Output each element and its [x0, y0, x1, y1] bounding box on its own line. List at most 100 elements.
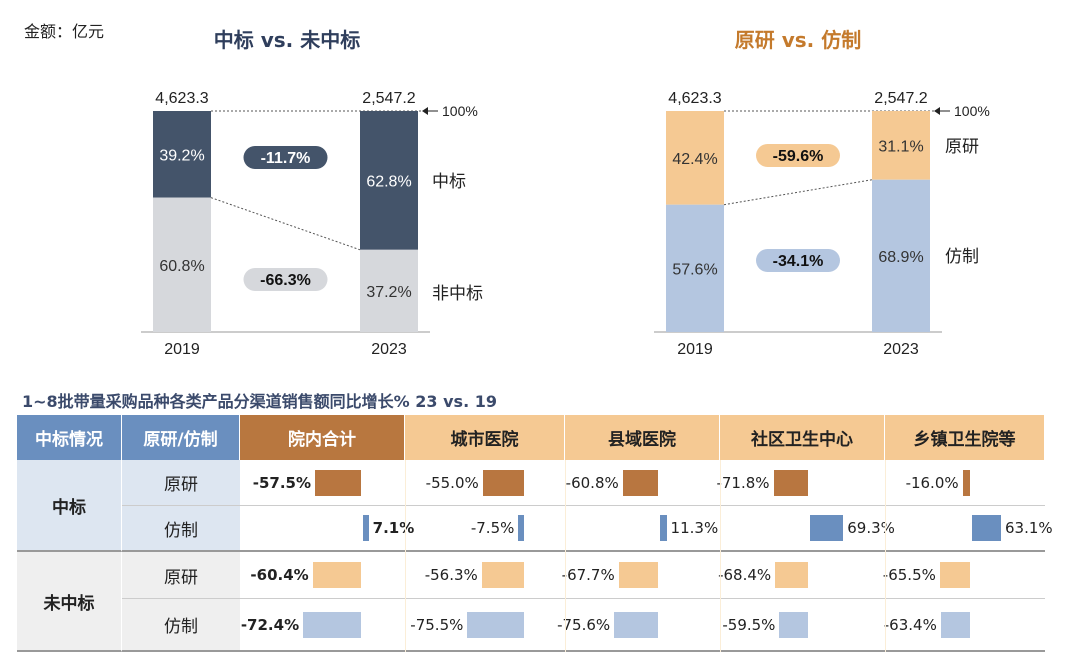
value-label: -59.5% — [722, 615, 776, 634]
value-label: -68.4% — [718, 566, 772, 584]
data-bar — [775, 562, 808, 588]
year-label: 2023 — [883, 341, 919, 358]
value-label: 63.1% — [1005, 519, 1053, 537]
total-label: 4,623.3 — [668, 90, 721, 107]
bar-segment-中标-2019 — [153, 111, 211, 198]
reference-label: 100% — [954, 103, 990, 119]
data-bar — [303, 611, 361, 638]
value-label: -75.6% — [557, 615, 611, 634]
row-type-仿制: 仿制 — [122, 506, 240, 552]
segment-label: 37.2% — [366, 284, 411, 301]
group-未中标: 未中标 — [17, 552, 122, 652]
row-type-原研: 原研 — [122, 552, 240, 599]
change-pill-非中标 — [243, 268, 328, 291]
change-pill-中标 — [243, 146, 328, 169]
data-bar — [614, 611, 658, 638]
right-chart-title: 原研 vs. 仿制 — [734, 28, 862, 52]
data-bar — [518, 515, 524, 541]
change-label: -11.7% — [261, 150, 311, 167]
value-label: -55.0% — [425, 473, 479, 492]
header-原研/仿制: 原研/仿制 — [122, 415, 240, 460]
change-label: -34.1% — [773, 253, 824, 270]
value-label: -67.7% — [561, 566, 615, 584]
value-label: -65.5% — [882, 566, 936, 584]
bar-segment-仿制-2023 — [872, 179, 930, 332]
data-bar — [481, 562, 524, 588]
data-bar — [467, 611, 524, 638]
value-label: -16.0% — [905, 473, 959, 492]
header-乡镇卫生院等: 乡镇卫生院等 — [885, 415, 1045, 460]
segment-label: 68.9% — [878, 249, 923, 266]
data-bar — [660, 515, 667, 541]
row-type-仿制: 仿制 — [122, 599, 240, 652]
column-divider — [405, 460, 406, 652]
value-label: -56.3% — [424, 566, 478, 584]
row-type-原研: 原研 — [122, 460, 240, 506]
group-中标: 中标 — [17, 460, 122, 552]
bar-segment-原研-2019 — [666, 111, 724, 205]
segment-label: 39.2% — [159, 147, 204, 164]
value-label: 7.1% — [372, 519, 415, 537]
bar-segment-仿制-2019 — [666, 204, 724, 332]
header-城市医院: 城市医院 — [405, 415, 565, 460]
stacked-bar-charts: 100% 39.2% 60.8% 4,623.3 2019 62.8% 37.2% 2,547… — [141, 90, 990, 358]
column-divider — [565, 460, 566, 652]
series-label: 仿制 — [945, 247, 979, 266]
value-label: -60.4% — [250, 566, 309, 584]
column-divider — [720, 460, 721, 652]
data-bar — [940, 611, 970, 638]
reference-label: 100% — [442, 103, 478, 119]
series-label: 非中标 — [432, 284, 483, 303]
segment-label: 62.8% — [366, 173, 411, 190]
value-label: 11.3% — [670, 519, 719, 537]
bar-segment-原研-2023 — [872, 111, 930, 180]
value-label: -72.4% — [240, 615, 300, 634]
segment-label: 57.6% — [672, 261, 717, 278]
data-bar — [972, 515, 1002, 541]
value-label: -60.8% — [565, 473, 619, 492]
data-bar — [363, 515, 369, 541]
bar-segment-非中标-2019 — [153, 197, 211, 332]
bar-segment-非中标-2023 — [360, 249, 418, 332]
table-row: -57.5% -55.0% -60.8% -71.8% -16.0% — [240, 460, 1045, 506]
bar-segment-中标-2023 — [360, 111, 418, 250]
year-label: 2023 — [371, 341, 407, 358]
data-bar — [618, 562, 658, 588]
value-label: 69.3% — [847, 519, 895, 537]
value-label: -7.5% — [470, 519, 515, 537]
change-label: -59.6% — [773, 148, 824, 165]
total-label: 4,623.3 — [155, 90, 208, 107]
value-label: -75.5% — [410, 615, 464, 634]
segment-label: 42.4% — [672, 151, 717, 168]
total-label: 2,547.2 — [362, 90, 415, 107]
segment-label: 31.1% — [878, 138, 923, 155]
data-bar — [312, 562, 361, 588]
header-院内合计: 院内合计 — [240, 415, 405, 460]
table-title: 1~8批带量采购品种各类产品分渠道销售额同比增长% 23 vs. 19 — [22, 392, 497, 411]
change-pill-原研 — [756, 144, 840, 167]
column-divider — [885, 460, 886, 652]
header-县域医院: 县域医院 — [565, 415, 720, 460]
data-bar — [315, 469, 361, 496]
data-bar — [622, 469, 658, 496]
header-社区卫生中心: 社区卫生中心 — [720, 415, 885, 460]
data-bar — [962, 469, 970, 496]
series-label: 原研 — [945, 137, 979, 156]
year-label: 2019 — [164, 341, 200, 358]
left-chart-title: 中标 vs. 未中标 — [213, 28, 361, 52]
data-bar — [482, 469, 524, 496]
year-label: 2019 — [677, 341, 713, 358]
data-bar — [779, 611, 808, 638]
table-row: -72.4% -75.5% -75.6% -59.5% -63.4% — [240, 599, 1045, 652]
total-label: 2,547.2 — [874, 90, 927, 107]
value-label: -71.8% — [716, 473, 770, 492]
change-pill-仿制 — [756, 249, 840, 272]
data-bar — [810, 515, 844, 541]
connector-line — [723, 179, 873, 206]
value-label: -63.4% — [883, 615, 937, 634]
value-label: -57.5% — [252, 473, 311, 492]
data-bar — [773, 469, 808, 496]
change-label: -66.3% — [260, 272, 311, 289]
unit-label: 金额：亿元 — [24, 22, 105, 41]
